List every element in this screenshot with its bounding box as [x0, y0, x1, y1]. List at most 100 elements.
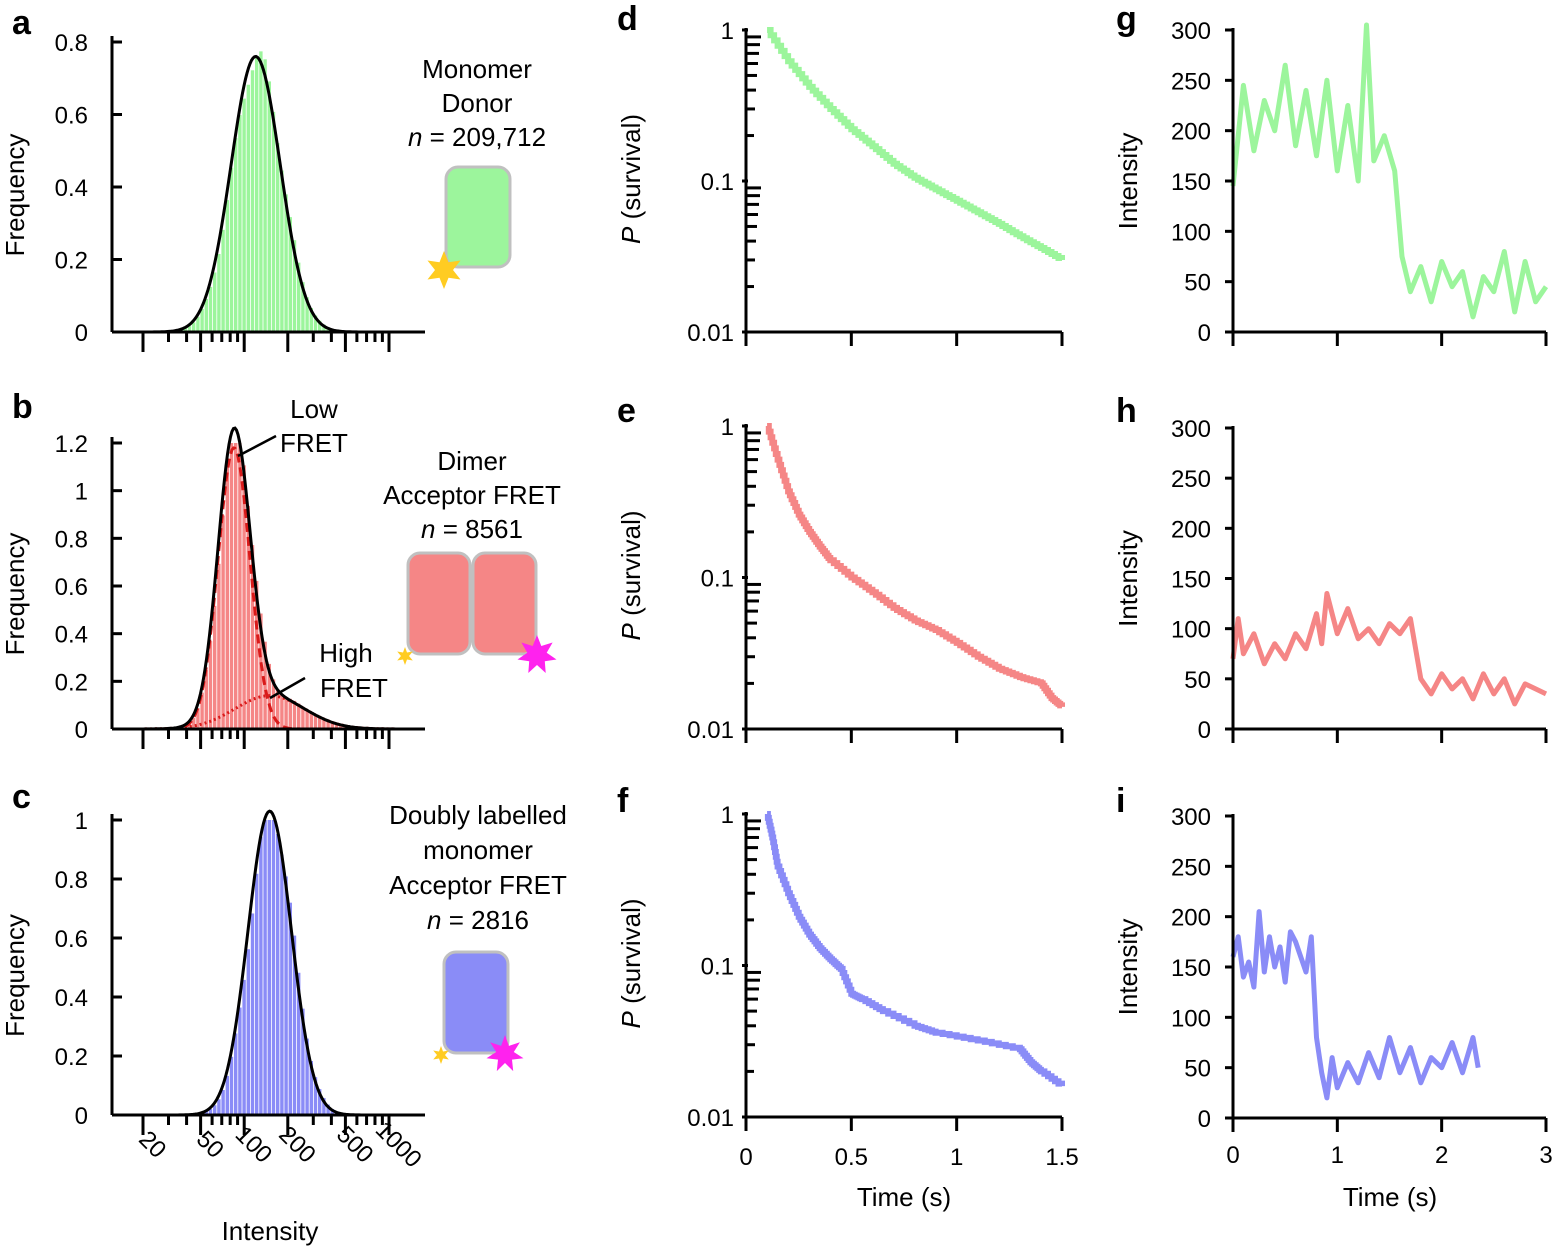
annotation-1-2: n = 8561	[421, 514, 523, 544]
histogram-bar	[313, 1077, 318, 1115]
y-tick-label: 100	[1171, 219, 1211, 246]
histogram-bar	[288, 698, 292, 729]
histogram-bar	[208, 1109, 213, 1115]
histogram-bar	[297, 703, 301, 729]
histogram-bar	[309, 1061, 313, 1115]
histogram-bar	[263, 59, 267, 333]
panel-letter-b: b	[12, 388, 33, 426]
histogram-bar	[280, 854, 284, 1115]
trace-panel-i: 0 50 100 150 200 250 300 0 1 2 3 Time (s)	[1171, 804, 1553, 1212]
panel-letter-i: i	[1116, 782, 1125, 820]
y-tick-label: 1	[75, 479, 88, 506]
histogram-bar	[284, 194, 288, 332]
histogram-bar	[221, 229, 225, 332]
histogram-bar	[238, 443, 242, 729]
histogram-bar	[250, 913, 255, 1115]
histogram-bar	[250, 70, 255, 332]
survival-panel-f: 0.01 0.1 1 0 0.5 1 1.5 Time (s)	[687, 802, 1078, 1212]
y-tick-label: 200	[1171, 516, 1211, 543]
histogram-bar	[326, 1104, 330, 1115]
x-tick-label: 0	[739, 1144, 752, 1171]
survival-panel-e: 0.01 0.1 1	[687, 414, 1065, 744]
histogram-bar	[259, 51, 263, 332]
histogram-bar	[276, 834, 280, 1115]
y-axis-title-h: Intensity	[1113, 530, 1143, 627]
histogram-bar	[276, 688, 280, 729]
histogram-bar	[196, 708, 200, 729]
annotation-2-2: Acceptor FRET	[389, 870, 567, 900]
panel-letter-c: c	[12, 778, 31, 816]
histogram-bar	[234, 443, 238, 729]
histogram-bar	[204, 298, 208, 332]
histogram-bar	[221, 515, 225, 729]
histogram-bar	[204, 670, 208, 729]
intensity-trace	[1230, 909, 1481, 1101]
y-axis-title-e: P (survival)	[616, 510, 646, 640]
y-tick-label: 0.6	[55, 926, 88, 953]
histogram-bar	[276, 143, 280, 332]
y-tick-label: 0.4	[55, 622, 88, 649]
histogram-bar	[259, 836, 263, 1115]
histogram-bar	[305, 297, 309, 332]
low-fret-label-line2: FRET	[280, 428, 348, 458]
low-fret-label-line1: Low	[290, 394, 338, 424]
histogram-bar	[225, 200, 229, 332]
histogram-bar	[301, 1008, 305, 1115]
histogram-bar	[271, 111, 276, 332]
x-tick-label: 3	[1539, 1142, 1552, 1169]
histogram-bar	[297, 972, 301, 1115]
histogram-bar	[334, 723, 339, 729]
histogram-bar	[221, 1089, 225, 1115]
survival-curve	[765, 423, 1065, 709]
histogram-bar	[192, 717, 196, 729]
histogram-bar	[309, 308, 313, 332]
x-tick-label-group: 20	[133, 1126, 171, 1164]
x-tick-label: 0	[1226, 1142, 1239, 1169]
y-axis-title-f-group: P (survival)	[616, 898, 646, 1028]
y-tick-label: 0.1	[701, 169, 734, 196]
y-tick-label: 0.01	[687, 320, 734, 347]
x-tick-label: 1.5	[1045, 1144, 1078, 1171]
histogram-bar	[183, 328, 187, 332]
x-tick-label-group: 1000	[370, 1116, 427, 1173]
x-tick-label: 2	[1435, 1142, 1448, 1169]
acceptor-fluorophore-icon	[517, 635, 557, 673]
annotation-1-1: Acceptor FRET	[383, 480, 561, 510]
histogram-bar	[208, 641, 213, 729]
annotation-2-3: n = 2816	[427, 905, 529, 935]
y-tick-label: 0.4	[55, 985, 88, 1012]
y-tick-label: 300	[1171, 18, 1211, 45]
histogram-bar	[242, 98, 246, 332]
histogram-bar	[255, 873, 259, 1115]
x-tick-label-group: 50	[191, 1126, 229, 1164]
y-tick-label: 0	[75, 320, 88, 347]
y-tick-label: 150	[1171, 567, 1211, 594]
histogram-bar	[217, 563, 221, 729]
histogram-bar	[326, 719, 330, 729]
histogram-bar	[246, 505, 250, 729]
y-axis-title-h-group: Intensity	[1113, 530, 1143, 627]
panel-letter-f: f	[617, 782, 629, 820]
y-tick-label: 250	[1171, 68, 1211, 95]
x-tick-label: 200	[273, 1121, 320, 1168]
x-tick-label: 50	[191, 1126, 229, 1164]
y-tick-label: 0.2	[55, 248, 88, 275]
histogram-bar	[288, 217, 292, 332]
histogram-bar	[263, 641, 267, 729]
histogram-bar	[284, 697, 288, 729]
x-axis-title-c: Intensity	[222, 1216, 319, 1246]
doubly-labelled-protein-icon	[442, 950, 510, 1055]
y-tick-label: 0.8	[55, 867, 88, 894]
y-tick-label: 0.6	[55, 574, 88, 601]
annotation-0-0: Monomer	[422, 54, 532, 84]
y-tick-label: 0	[75, 717, 88, 744]
y-tick-label: 0.8	[55, 526, 88, 553]
y-tick-label: 0.2	[55, 669, 88, 696]
histogram-bar	[330, 721, 334, 729]
annotation-2-1: monomer	[423, 835, 533, 865]
histogram-bar	[318, 716, 322, 729]
annotation-2-0: Doubly labelled	[389, 800, 567, 830]
histogram-bar	[313, 315, 318, 332]
y-tick-label: 150	[1171, 169, 1211, 196]
